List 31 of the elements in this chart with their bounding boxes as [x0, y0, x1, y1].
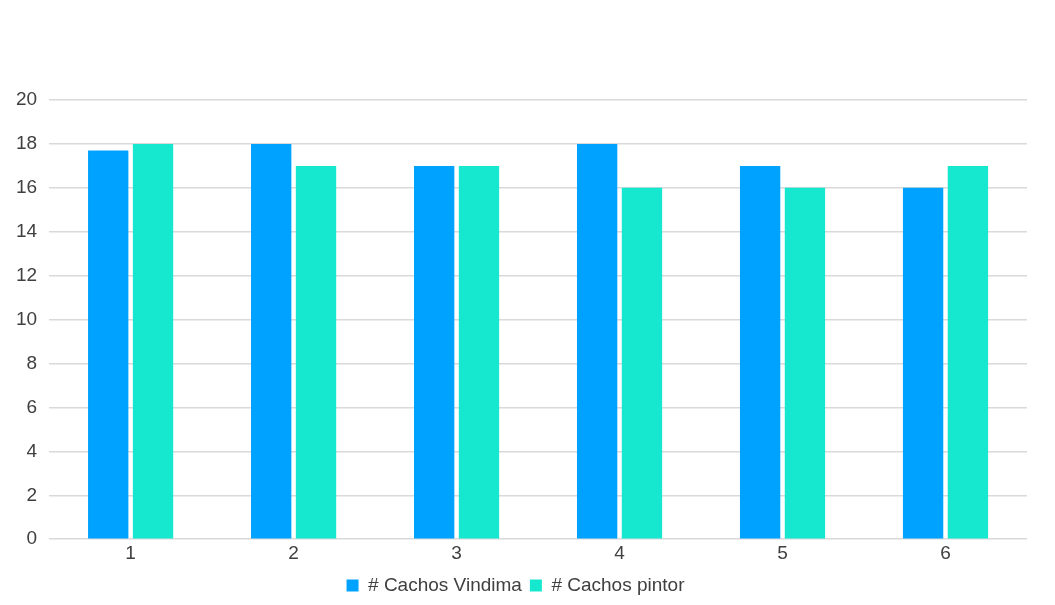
bar [739, 165, 781, 539]
x-tick-label: 2 [288, 541, 299, 563]
y-tick-label: 20 [15, 88, 38, 110]
y-tick-label: 18 [15, 132, 38, 154]
x-tick-label: 1 [125, 541, 136, 563]
bar [576, 143, 618, 539]
y-tick-label: 12 [15, 263, 38, 285]
legend-label: # Cachos Vindima [368, 573, 523, 595]
y-tick-label: 16 [15, 176, 38, 198]
y-tick-label: 8 [26, 351, 38, 373]
y-tick-label: 14 [15, 219, 38, 241]
bar [902, 187, 944, 539]
bar [414, 165, 455, 539]
bar [251, 143, 292, 539]
x-tick-label: 4 [614, 541, 626, 563]
y-tick-label: 10 [15, 307, 38, 329]
y-tick-label: 2 [26, 483, 38, 505]
legend-label: # Cachos pintor [551, 573, 686, 595]
bar [621, 187, 663, 539]
x-tick-label: 6 [940, 541, 951, 563]
x-tick-label: 3 [451, 541, 462, 563]
bar [88, 150, 129, 539]
bar [784, 187, 826, 539]
bar [458, 165, 500, 539]
y-tick-label: 4 [26, 439, 38, 461]
bar [947, 165, 989, 539]
bar [132, 143, 174, 539]
y-tick-label: 6 [26, 395, 38, 417]
y-tick-label: 0 [26, 527, 38, 549]
bar [295, 165, 337, 539]
x-tick-label: 5 [777, 541, 788, 563]
